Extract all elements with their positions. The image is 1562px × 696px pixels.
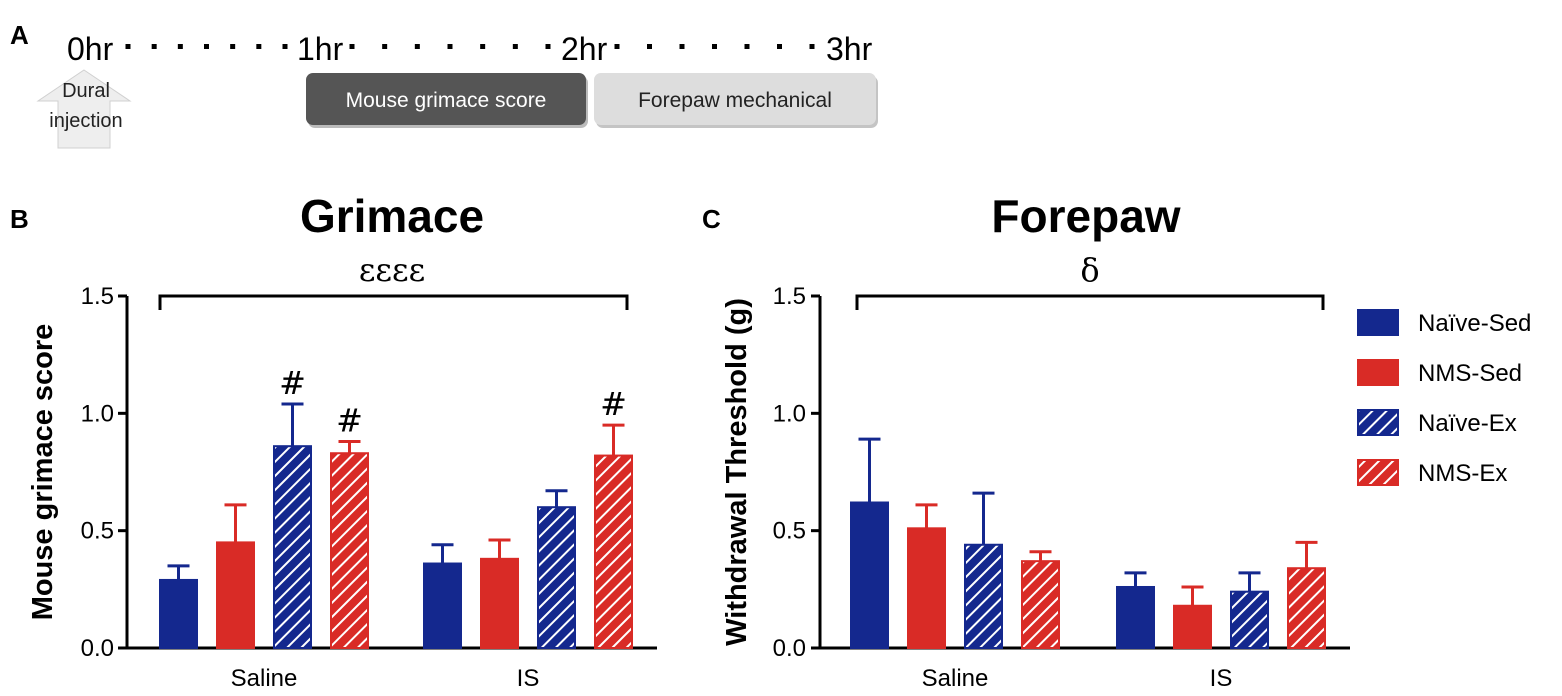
grimace-chart-title: Grimace: [300, 190, 484, 242]
forepaw-time-box-label: Forepaw mechanical: [638, 89, 832, 112]
timeline-dot: [512, 44, 518, 49]
y-tick-label: 1.0: [81, 400, 114, 427]
bar: [330, 452, 369, 649]
y-tick-label: 1.0: [773, 400, 806, 427]
bar: [964, 543, 1003, 649]
timeline-dot: [282, 44, 288, 49]
significance-bracket-label: δ: [1080, 251, 1099, 289]
bar: [480, 557, 519, 649]
forepaw-y-axis-label: Withdrawal Threshold (g): [721, 298, 753, 646]
panel-letter-b: B: [10, 204, 29, 234]
timeline-dot: [204, 44, 209, 49]
bar: [1230, 590, 1269, 649]
bar: [423, 562, 462, 650]
grimace-time-box-label: Mouse grimace score: [346, 89, 547, 112]
bar: [1116, 585, 1155, 650]
legend-label: NMS-Sed: [1418, 360, 1522, 387]
bar: [594, 454, 633, 649]
bar: [907, 527, 946, 650]
timeline-dot: [614, 44, 620, 49]
timeline-time-1: 1hr: [297, 31, 344, 67]
grimace-y-axis-label: Mouse grimace score: [27, 324, 59, 621]
bar: [216, 541, 255, 650]
grimace-chart: Grimace Mouse grimace score 0.0 0.5 1.0 1.5…: [27, 190, 657, 692]
bar: [1021, 560, 1060, 650]
legend-label: NMS-Ex: [1418, 460, 1507, 487]
legend-swatch: [1357, 459, 1399, 486]
timeline-dot: [447, 44, 453, 49]
timeline-dotted-line: [125, 44, 815, 49]
x-category-label: IS: [517, 665, 540, 692]
timeline-dot: [712, 44, 717, 49]
timeline-dot: [647, 44, 652, 49]
timeline-dot: [545, 44, 551, 49]
timeline-time-2: 2hr: [561, 31, 608, 67]
bar: [1173, 604, 1212, 650]
bar: [1287, 567, 1326, 649]
timeline-dot: [744, 44, 750, 49]
timeline-dot: [177, 44, 183, 49]
injection-label-line2: injection: [49, 110, 122, 132]
timeline-dot: [480, 44, 486, 49]
timeline-dot: [382, 44, 388, 49]
timeline-dot: [125, 44, 131, 49]
injection-label-line1: Dural: [62, 80, 110, 102]
significance-marker: #: [600, 385, 627, 423]
y-tick-label: 0.5: [773, 518, 806, 545]
timeline-dot: [777, 44, 782, 49]
significance-bracket-label: εεεε: [359, 251, 425, 289]
forepaw-time-box: Forepaw mechanical: [594, 73, 878, 128]
x-category-label: Saline: [231, 665, 298, 692]
significance-marker: #: [279, 364, 306, 402]
injection-arrow: Dural injection: [36, 69, 132, 149]
y-tick-label: 1.5: [81, 283, 114, 310]
y-tick-label: 0.0: [81, 635, 114, 662]
timeline-dot: [414, 44, 420, 49]
grimace-time-box: Mouse grimace score: [306, 73, 588, 128]
legend-swatch: [1357, 359, 1399, 386]
legend-swatch: [1357, 309, 1399, 336]
timeline-dot: [349, 44, 355, 49]
bar: [537, 506, 576, 650]
timeline-dot: [679, 44, 685, 49]
y-tick-label: 0.0: [773, 635, 806, 662]
timeline-time-3: 3hr: [826, 31, 873, 67]
y-tick-label: 1.5: [773, 283, 806, 310]
legend: Naïve-Sed NMS-Sed Naïve-Ex NMS-Ex: [1357, 309, 1531, 487]
timeline-panel: A 0hr 1hr 2hr 3hr Dural injection Mouse …: [10, 20, 878, 149]
significance-marker: #: [336, 401, 363, 439]
bar: [273, 445, 312, 650]
significance-bracket: [158, 294, 629, 310]
bar: [850, 501, 889, 649]
x-category-label: IS: [1210, 665, 1233, 692]
timeline-dot: [256, 44, 262, 49]
x-category-label: Saline: [922, 665, 989, 692]
legend-swatch: [1357, 409, 1399, 436]
y-tick-label: 0.5: [81, 518, 114, 545]
timeline-dot: [151, 44, 157, 49]
bar: [159, 578, 198, 649]
panel-letter-c: C: [702, 204, 721, 234]
forepaw-chart: Forepaw Withdrawal Threshold (g) 0.0 0.5 1…: [721, 190, 1350, 692]
timeline-dot: [809, 44, 815, 49]
legend-label: Naïve-Sed: [1418, 310, 1531, 337]
significance-bracket: [855, 294, 1325, 310]
legend-label: Naïve-Ex: [1418, 410, 1517, 437]
panel-letter-a: A: [10, 20, 29, 50]
forepaw-chart-title: Forepaw: [991, 190, 1180, 242]
timeline-dot: [230, 44, 236, 49]
timeline-time-0: 0hr: [67, 31, 114, 67]
